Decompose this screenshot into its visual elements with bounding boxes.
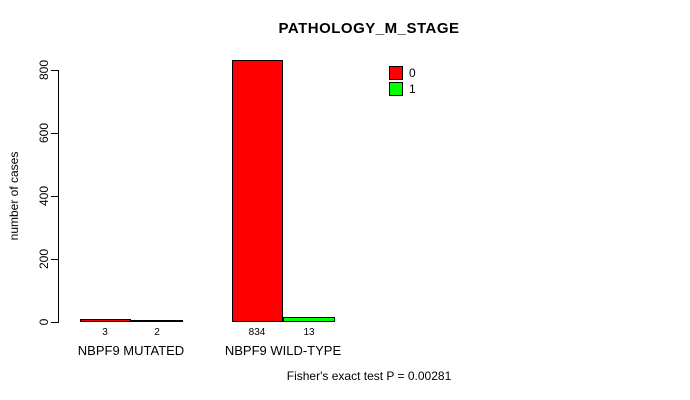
chart-title: PATHOLOGY_M_STAGE [278, 20, 460, 37]
legend: 0 1 [389, 66, 416, 98]
bar-value-label: 13 [303, 327, 315, 338]
legend-label: 0 [409, 65, 416, 80]
y-tick-label-600: 600 [37, 122, 51, 144]
y-tick-label-400: 400 [37, 185, 51, 207]
y-tick-0 [51, 322, 59, 323]
bar-wildtype-series0 [232, 60, 283, 322]
legend-entry-0: 0 [389, 66, 416, 80]
y-tick-600 [51, 133, 59, 134]
legend-swatch-green [389, 82, 403, 96]
bar-mutated-series0 [80, 319, 131, 322]
x-category-mutated: NBPF9 MUTATED [77, 343, 185, 358]
y-tick-label-200: 200 [37, 248, 51, 270]
y-tick-200 [51, 259, 59, 260]
y-tick-label-800: 800 [37, 59, 51, 81]
bar-value-label: 834 [248, 327, 266, 338]
stat-test-caption: Fisher's exact test P = 0.00281 [286, 369, 452, 383]
legend-label: 1 [409, 81, 416, 96]
y-tick-400 [51, 196, 59, 197]
legend-entry-1: 1 [389, 82, 416, 96]
x-category-wildtype: NBPF9 WILD-TYPE [224, 343, 342, 358]
bar-wildtype-series1 [283, 317, 335, 322]
y-tick-800 [51, 70, 59, 71]
bar-mutated-series1 [131, 320, 183, 322]
y-tick-label-0: 0 [37, 318, 51, 326]
bar-value-label: 3 [102, 327, 108, 338]
y-axis-title: number of cases [7, 151, 21, 241]
bar-value-label: 2 [154, 327, 160, 338]
legend-swatch-red [389, 66, 403, 80]
